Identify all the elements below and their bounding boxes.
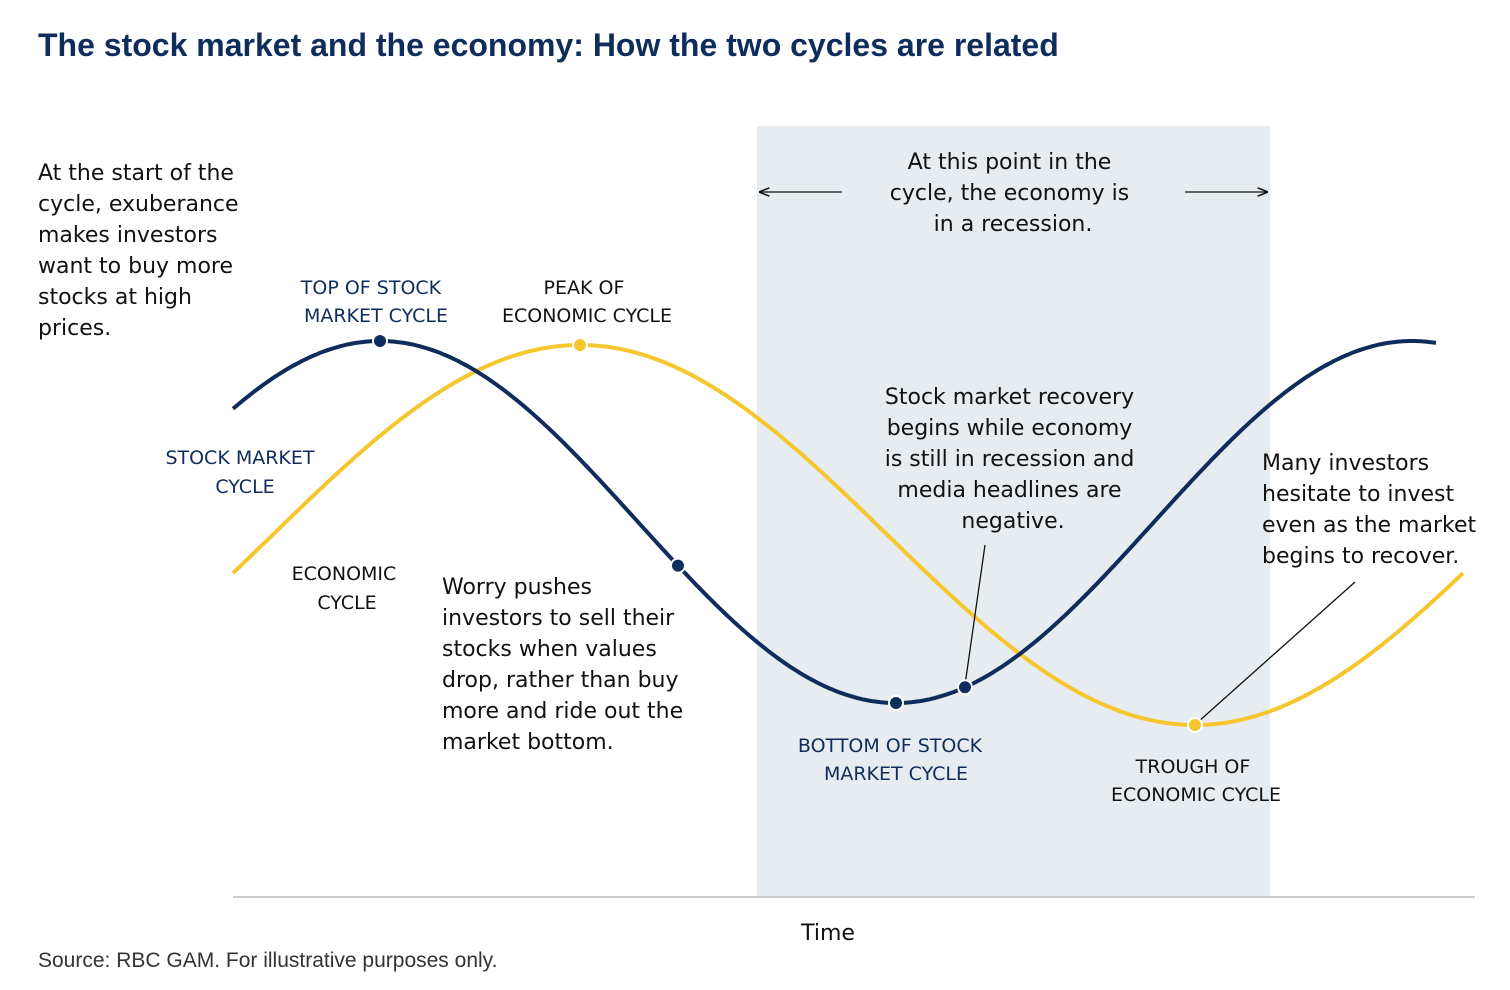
label: TROUGH OF ECONOMIC CYCLE (1111, 756, 1281, 806)
leader-line (1197, 581, 1356, 723)
cycle-point (372, 333, 388, 349)
source: Source: RBC GAM. For illustrative purpos… (38, 949, 497, 972)
annotation: Worry pushes investors to sell their sto… (442, 575, 690, 755)
cycle-point (670, 557, 686, 574)
annotation: Stock market recovery begins while econo… (885, 385, 1142, 534)
cycle-point (572, 337, 588, 353)
cycle-point (1187, 717, 1203, 733)
annotation: At the start of the cycle, exuberance ma… (38, 161, 246, 341)
stock-curve (231, 339, 1437, 705)
title: The stock market and the economy: How th… (38, 27, 1059, 63)
label: STOCK MARKET CYCLE (165, 447, 320, 498)
economic-curve (231, 343, 1465, 727)
x-axis-label: Time (800, 921, 855, 946)
annotation: At this point in the cycle, the economy … (890, 150, 1136, 237)
leader-line (964, 544, 986, 686)
label: ECONOMIC CYCLE (292, 563, 403, 614)
cycle-point (957, 679, 973, 696)
cycle-point (888, 695, 904, 711)
label: TOP OF STOCK MARKET CYCLE (300, 277, 448, 327)
annotation: Many investors hesitate to invest even a… (1262, 451, 1483, 569)
recession-band (757, 126, 1270, 897)
label: PEAK OF ECONOMIC CYCLE (502, 277, 672, 327)
label: BOTTOM OF STOCK MARKET CYCLE (798, 735, 988, 785)
